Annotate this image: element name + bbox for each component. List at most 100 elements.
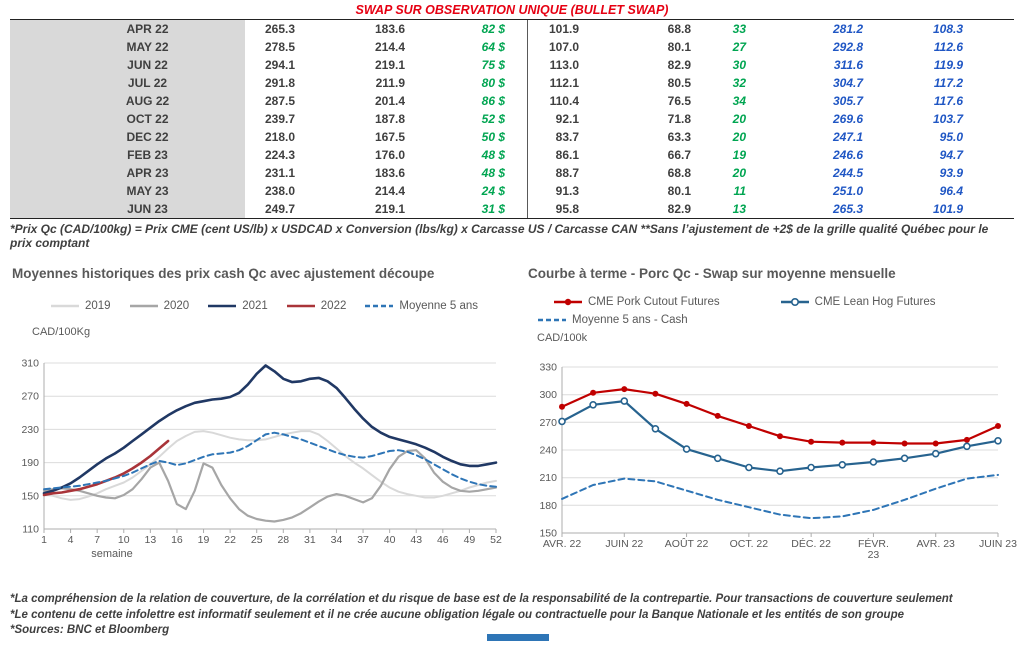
cell-qc_cutout: 224.3 (264, 148, 295, 162)
svg-text:JUIN 22: JUIN 22 (605, 538, 643, 550)
cell-qc_cutout: 231.1 (264, 166, 295, 180)
cell-qc_cutout_adj: 265.3 (832, 202, 863, 216)
cell-us_hog: 80.1 (667, 184, 691, 198)
cell-qc_spread: 52 $ (481, 112, 505, 126)
legend-item: Moyenne 5 ans - Cash (537, 314, 688, 326)
table-footnote: *Prix Qc (CAD/100kg) = Prix CME (cent US… (10, 222, 989, 251)
cell-us_spread: 34 (732, 94, 746, 108)
svg-text:270: 270 (21, 391, 39, 403)
cell-us_cutout_adj: 93.9 (939, 166, 963, 180)
cell-us_cutout: 112.1 (527, 74, 589, 92)
footer-bar (487, 634, 549, 641)
cell-us_hog: 82.9 (667, 58, 691, 72)
legend-label: Moyenne 5 ans (399, 300, 479, 312)
cell-us_spread: 13 (732, 202, 746, 216)
footnote-line-sources: *Sources: BNC et Bloomberg (10, 624, 170, 636)
cell-qc_cutout_adj: 269.6 (832, 112, 863, 126)
cell-us_hog: 80.1 (667, 40, 691, 54)
chart-historical-cash-prices: Moyennes historiques des prix cash Qc av… (12, 266, 512, 565)
cell-us_hog: 82.9 (667, 202, 691, 216)
cell-spacer (973, 20, 1014, 38)
table-row: APR 22 265.3 183.6 82 $ 101.9 68.8 33 281.2 108.… (10, 20, 1014, 38)
cell-qc_cutout: 249.7 (264, 202, 295, 216)
legend-item: CME Lean Hog Futures (780, 296, 936, 308)
legend-item: 2019 (50, 300, 111, 312)
cell-qc_hog: 214.4 (374, 40, 405, 54)
cell-qc_cutout_adj: 251.0 (832, 184, 863, 198)
cell-us_spread: 20 (732, 130, 746, 144)
legend-label: 2022 (320, 300, 347, 312)
cell-us_spread: 19 (732, 148, 746, 162)
legend-label: Moyenne 5 ans - Cash (572, 314, 688, 326)
legend-swatch-icon (129, 304, 158, 308)
cell-us_cutout_adj: 96.4 (939, 184, 963, 198)
footnote-line: *Le contenu de cette infolettre est info… (10, 608, 904, 621)
svg-text:270: 270 (539, 417, 557, 429)
cell-spacer (973, 110, 1014, 128)
cell-qc_spread: 24 $ (481, 184, 505, 198)
table-row: DEC 22 218.0 167.5 50 $ 83.7 63.3 20 247.1 95.0 (10, 128, 1014, 146)
cell-spacer (973, 56, 1014, 74)
cell-spacer (973, 38, 1014, 56)
cell-spacer (973, 146, 1014, 164)
cell-us_cutout_adj: 117.2 (933, 76, 963, 90)
legend-swatch-icon (286, 304, 315, 308)
svg-text:210: 210 (539, 472, 557, 484)
cell-qc_cutout: 238.0 (264, 184, 295, 198)
cell-qc_hog: 219.1 (374, 202, 405, 216)
table-row: JUN 22 294.1 219.1 75 $ 113.0 82.9 30 311.6 119.… (10, 56, 1014, 74)
svg-text:330: 330 (539, 362, 557, 374)
legend-swatch-icon (554, 298, 582, 306)
cell-qc_cutout_adj: 246.6 (832, 148, 863, 162)
table-row: FEB 23 224.3 176.0 48 $ 86.1 66.7 19 246.6 94.7 (10, 146, 1014, 164)
cell-us_cutout: 91.3 (527, 182, 589, 200)
cell-month: OCT 22 (10, 110, 245, 128)
svg-text:31: 31 (304, 534, 316, 546)
cell-qc_hog: 167.5 (374, 130, 405, 144)
svg-text:AVR. 23: AVR. 23 (917, 538, 955, 550)
cell-qc_spread: 48 $ (481, 148, 505, 162)
cell-us_cutout: 95.8 (527, 200, 589, 218)
cell-qc_cutout_adj: 292.8 (832, 40, 863, 54)
svg-text:22: 22 (224, 534, 236, 546)
cell-spacer (973, 92, 1014, 110)
cell-us_cutout_adj: 117.6 (933, 94, 963, 108)
svg-text:19: 19 (198, 534, 210, 546)
cell-month: MAY 22 (10, 38, 245, 56)
cell-month: MAY 23 (10, 182, 245, 200)
cell-qc_cutout_adj: 244.5 (832, 166, 863, 180)
swap-table: APR 22 265.3 183.6 82 $ 101.9 68.8 33 281.2 108.… (10, 19, 1014, 219)
cell-qc_spread: 80 $ (481, 76, 505, 90)
cell-us_cutout_adj: 108.3 (932, 22, 963, 36)
cell-qc_spread: 75 $ (481, 58, 505, 72)
svg-text:7: 7 (94, 534, 100, 546)
svg-text:190: 190 (21, 457, 39, 469)
cell-qc_cutout: 291.8 (264, 76, 295, 90)
svg-text:52: 52 (490, 534, 502, 546)
svg-text:DÉC. 22: DÉC. 22 (791, 537, 831, 550)
legend-label: CME Lean Hog Futures (814, 296, 936, 308)
cell-month: FEB 23 (10, 146, 245, 164)
svg-text:240: 240 (539, 445, 557, 457)
table-row: AUG 22 287.5 201.4 86 $ 110.4 76.5 34 305.7 117.… (10, 92, 1014, 110)
disclaimer-block: *La compréhension de la relation de couv… (10, 592, 1012, 639)
cell-us_cutout_adj: 95.0 (939, 130, 963, 144)
svg-text:28: 28 (277, 534, 289, 546)
svg-text:FÉVR.23: FÉVR. 23 (858, 537, 889, 561)
legend-label: 2021 (242, 300, 268, 312)
table-row: OCT 22 239.7 187.8 52 $ 92.1 71.8 20 269.6 103.7 (10, 110, 1014, 128)
svg-text:34: 34 (331, 534, 343, 546)
cell-qc_hog: 183.6 (374, 166, 405, 180)
cell-us_cutout: 92.1 (527, 110, 589, 128)
svg-text:semaine: semaine (91, 548, 133, 560)
legend-item: 2021 (207, 300, 268, 312)
cell-us_hog: 68.8 (667, 22, 691, 36)
cell-qc_spread: 82 $ (481, 22, 505, 36)
svg-text:16: 16 (171, 534, 183, 546)
cell-us_cutout_adj: 119.9 (933, 58, 963, 72)
cell-qc_spread: 64 $ (481, 40, 505, 54)
legend-item: Moyenne 5 ans (364, 300, 478, 312)
cell-us_hog: 66.7 (667, 148, 691, 162)
cell-qc_hog: 211.9 (375, 76, 405, 90)
